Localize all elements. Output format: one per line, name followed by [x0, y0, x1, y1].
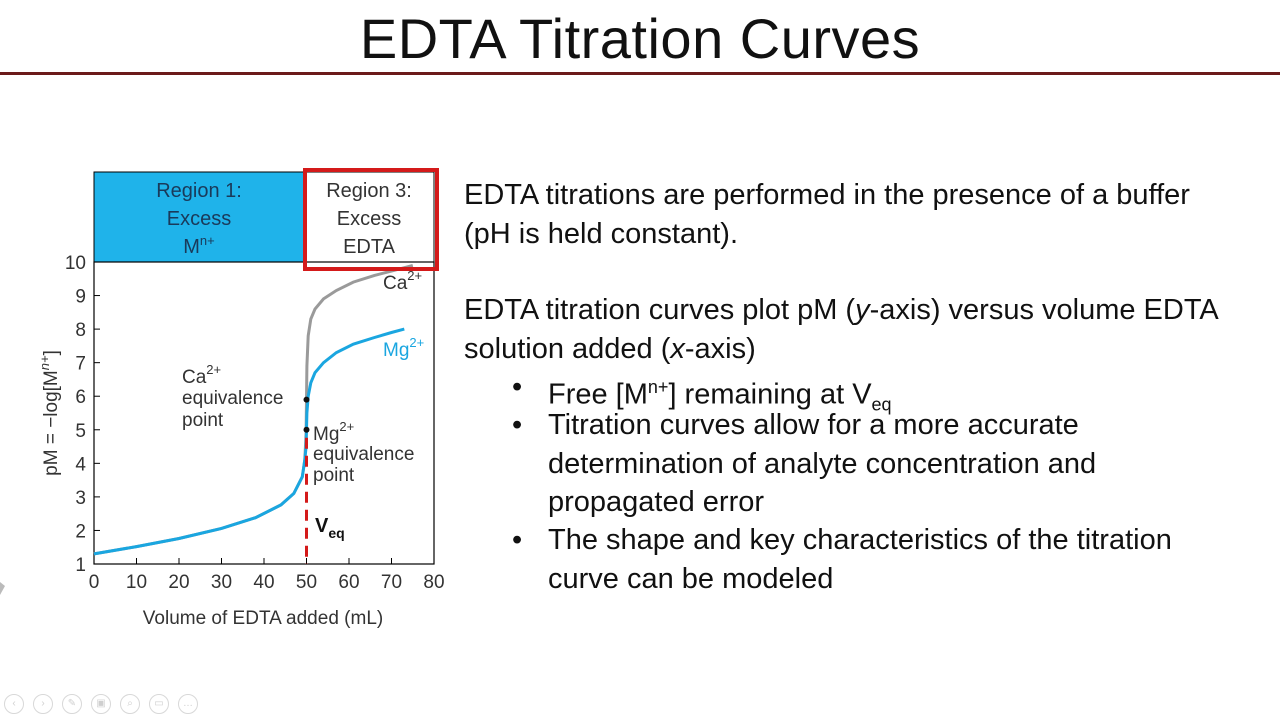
ca-equivalence-label-2: equivalence	[182, 388, 283, 409]
mg-equivalence-point	[303, 426, 310, 433]
plot-frame	[93, 261, 435, 565]
ca-equivalence-point	[303, 396, 310, 403]
x-tick-label: 80	[423, 572, 444, 593]
y-tick-label: 7	[75, 354, 86, 375]
mg-series-line	[93, 327, 405, 556]
bullet-dot: •	[512, 371, 523, 403]
y-tick-labels: 1 2 3 4 5 6 7 8 9 10	[65, 253, 87, 576]
next-icon[interactable]: ›	[33, 694, 53, 714]
region-3-band	[303, 171, 435, 263]
y-tick-label: 8	[75, 320, 86, 341]
slide-title: EDTA Titration Curves	[359, 7, 921, 70]
y-tick-label: 6	[75, 387, 86, 408]
mg-equivalence-label-3: point	[313, 465, 355, 486]
bullet-dot: •	[512, 409, 523, 441]
y-tick-label: 1	[75, 555, 86, 576]
x-tick-label: 30	[211, 572, 232, 593]
y-tick-label: 3	[75, 488, 86, 509]
x-tick-label: 20	[168, 572, 189, 593]
pen-icon[interactable]: ✎	[62, 694, 82, 714]
ca-series-line	[93, 263, 414, 556]
more-icon[interactable]: …	[178, 694, 198, 714]
subtitles-icon[interactable]: ▭	[149, 694, 169, 714]
y-tick-label: 5	[75, 421, 86, 442]
x-axis-title: Volume of EDTA added (mL)	[143, 608, 383, 629]
mg-series-label: Mg2+	[383, 335, 424, 361]
y-tick-label: 9	[75, 287, 86, 308]
prev-icon[interactable]: ‹	[4, 694, 24, 714]
region-3-line2: Excess	[337, 208, 401, 230]
region-3-highlight-box	[303, 168, 439, 271]
x-tick-label: 40	[253, 572, 274, 593]
veq-label: Veq	[315, 515, 345, 541]
region-1-line1: Region 1:	[156, 180, 242, 202]
y-tick-label: 4	[75, 454, 86, 475]
mg-equivalence-label: Mg2+	[313, 419, 354, 445]
region-1-band	[93, 171, 305, 263]
y-tick-label: 2	[75, 521, 86, 542]
paragraph-buffer: EDTA titrations are performed in the pre…	[464, 179, 1190, 250]
region-1-line3: Mn+	[183, 233, 215, 258]
mouse-cursor-icon	[0, 582, 5, 595]
region-3-line1: Region 3:	[326, 180, 412, 202]
axis-ticks	[93, 261, 435, 565]
region-1-line2: Excess	[167, 208, 231, 230]
presentation-toolbar: ‹ › ✎ ▣ ⌕ ▭ …	[4, 694, 198, 716]
x-tick-label: 60	[338, 572, 359, 593]
mg-equivalence-label-2: equivalence	[313, 444, 414, 465]
x-tick-label: 0	[89, 572, 100, 593]
y-axis-title: pM = −log[Mn+]	[37, 350, 62, 476]
paragraph-curves: EDTA titration curves plot pM (y-axis) v…	[464, 294, 1218, 365]
ca-equivalence-label-3: point	[182, 410, 224, 431]
x-tick-label: 70	[381, 572, 402, 593]
zoom-icon[interactable]: ⌕	[120, 694, 140, 714]
ca-equivalence-label: Ca2+	[182, 362, 221, 388]
y-tick-label: 10	[65, 253, 86, 274]
bullet-dot: •	[512, 524, 523, 556]
x-tick-label: 10	[126, 572, 147, 593]
x-tick-label: 50	[296, 572, 317, 593]
title-divider	[0, 72, 1280, 75]
region-3-line3: EDTA	[343, 236, 396, 258]
ca-series-label: Ca2+	[383, 268, 422, 294]
x-tick-labels: 0 10 20 30 40 50 60 70 80	[89, 572, 445, 593]
slides-icon[interactable]: ▣	[91, 694, 111, 714]
